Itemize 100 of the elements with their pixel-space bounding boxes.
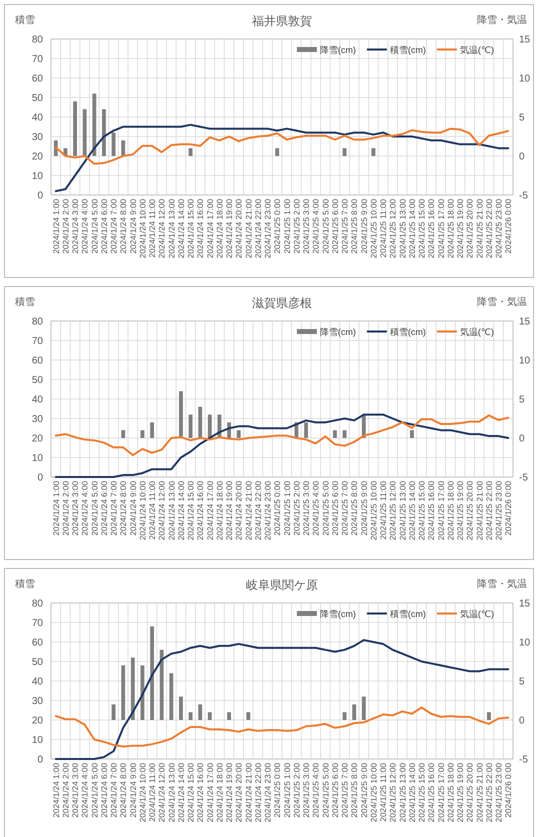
bar [150,626,154,720]
legend-label: 積雪(cm) [390,45,426,55]
bar [227,712,231,720]
bar [188,148,192,156]
bar [73,101,77,156]
y-tick-label: 60 [32,356,44,366]
x-tick-label: 2024/1/25 19:00 [456,762,466,822]
x-tick-label: 2024/1/25 5:00 [321,762,330,818]
y-tick-label: 10 [32,171,44,182]
bar [304,422,308,438]
x-tick-label: 2024/1/24 19:00 [225,762,234,822]
x-tick-label: 2024/1/25 17:00 [436,198,446,258]
x-tick-label: 2024/1/24 8:00 [119,480,128,536]
x-tick-label: 2024/1/25 0:00 [273,480,282,536]
y2-tick-label: 10 [519,356,531,366]
legend-label: 積雪(cm) [390,327,426,337]
x-tick-label: 2024/1/24 12:00 [158,198,167,258]
x-tick-label: 2024/1/25 21:00 [475,480,484,540]
x-tick-label: 2024/1/24 22:00 [254,198,263,258]
x-tick-label: 2024/1/24 17:00 [206,762,215,822]
x-tick-label: 2024/1/24 7:00 [110,480,119,536]
y2-tick-label: 5 [519,112,525,124]
x-tick-label: 2024/1/25 18:00 [446,762,456,822]
x-tick-label: 2024/1/25 6:00 [330,762,340,818]
x-tick-label: 2024/1/25 6:00 [330,198,340,254]
x-tick-label: 2024/1/25 9:00 [360,198,369,254]
x-tick-label: 2024/1/25 11:00 [379,762,388,822]
x-tick-label: 2024/1/25 3:00 [302,198,312,254]
x-tick-label: 2024/1/24 9:00 [128,198,138,254]
bar [140,665,144,720]
x-tick-label: 2024/1/24 4:00 [80,198,90,254]
x-tick-label: 2024/1/25 0:00 [273,762,282,818]
x-tick-label: 2024/1/25 23:00 [494,480,504,540]
x-tick-label: 2024/1/24 16:00 [196,198,206,258]
x-tick-label: 2024/1/25 7:00 [340,762,350,818]
y-tick-label: 70 [32,54,44,65]
legend-label: 降雪(cm) [320,327,356,337]
x-tick-label: 2024/1/25 13:00 [398,480,408,540]
x-tick-label: 2024/1/25 23:00 [494,762,504,822]
bar [487,712,491,720]
x-tick-label: 2024/1/25 21:00 [475,198,484,258]
y-tick-label: 20 [32,716,44,726]
x-tick-label: 2024/1/24 14:00 [176,198,186,258]
x-tick-label: 2024/1/25 15:00 [418,480,427,540]
y-tick-label: 0 [37,190,44,202]
x-tick-label: 2024/1/24 5:00 [90,198,100,254]
x-tick-label: 2024/1/25 16:00 [427,198,436,258]
x-tick-label: 2024/1/25 23:00 [494,198,504,258]
y2-axis-title: 降雪・気温 [477,14,527,26]
y-tick-label: 50 [32,93,44,104]
x-tick-label: 2024/1/24 3:00 [71,198,80,254]
x-tick-label: 2024/1/25 8:00 [350,198,360,254]
x-tick-label: 2024/1/24 10:00 [138,198,148,258]
y-axis-title: 積雪 [15,14,35,26]
x-tick-label: 2024/1/24 1:00 [52,762,61,818]
x-tick-label: 2024/1/24 10:00 [138,480,148,540]
legend-label: 降雪(cm) [320,45,356,55]
y2-tick-label: -5 [519,754,528,766]
y2-tick-label: 10 [519,74,531,84]
x-tick-label: 2024/1/25 16:00 [427,762,436,822]
x-tick-label: 2024/1/24 20:00 [234,198,244,258]
x-tick-label: 2024/1/24 22:00 [254,480,263,540]
x-tick-label: 2024/1/25 22:00 [484,480,494,540]
x-tick-label: 2024/1/25 20:00 [466,762,475,822]
y2-tick-label: 0 [519,434,525,444]
y-tick-label: 50 [32,375,44,386]
chart-title: 滋賀県彦根 [252,296,312,310]
x-tick-label: 2024/1/25 18:00 [446,480,456,540]
x-tick-label: 2024/1/24 14:00 [176,762,186,822]
bar [112,132,116,156]
x-tick-label: 2024/1/24 12:00 [158,480,167,540]
x-tick-label: 2024/1/24 2:00 [61,762,70,818]
legend-label: 気温(℃) [460,609,494,619]
y-tick-label: 40 [32,112,44,124]
y-tick-label: 60 [32,638,44,648]
x-tick-label: 2024/1/24 23:00 [264,198,273,258]
x-tick-label: 2024/1/24 4:00 [80,762,90,818]
bar [150,422,154,438]
y-tick-label: 30 [32,696,44,707]
x-tick-label: 2024/1/24 7:00 [110,198,119,254]
x-tick-label: 2024/1/25 7:00 [340,198,350,254]
x-tick-label: 2024/1/25 15:00 [418,762,427,822]
x-tick-label: 2024/1/24 8:00 [119,198,128,254]
x-tick-label: 2024/1/25 5:00 [321,198,330,254]
x-tick-label: 2024/1/25 2:00 [292,762,302,818]
x-tick-label: 2024/1/25 20:00 [466,480,475,540]
x-tick-label: 2024/1/24 18:00 [215,198,224,258]
x-tick-label: 2024/1/25 9:00 [360,480,369,536]
y-tick-label: 40 [32,394,44,406]
x-tick-label: 2024/1/24 23:00 [264,480,273,540]
x-tick-label: 2024/1/24 16:00 [196,762,206,822]
bar [179,696,183,720]
x-tick-label: 2024/1/24 7:00 [110,762,119,818]
x-tick-label: 2024/1/25 4:00 [312,480,321,536]
x-tick-label: 2024/1/25 3:00 [302,762,312,818]
x-tick-label: 2024/1/24 4:00 [80,480,90,536]
x-tick-label: 2024/1/24 11:00 [148,198,158,258]
x-tick-label: 2024/1/24 15:00 [186,480,196,540]
x-tick-label: 2024/1/24 21:00 [244,198,254,258]
y-tick-label: 70 [32,336,44,347]
